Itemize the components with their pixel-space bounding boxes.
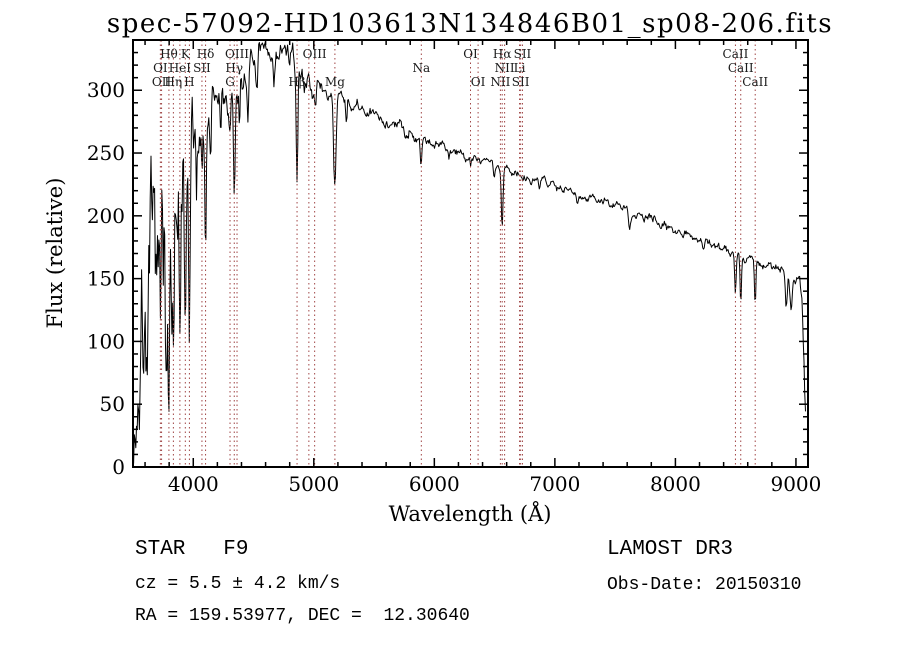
y-tick-label: 50 [100,392,125,416]
x-tick-label: 9000 [770,472,821,496]
spectral-line-label: Hδ [197,47,215,61]
spectral-line-label: SII [193,61,211,75]
spectral-line-label: Mg [325,75,345,89]
spectral-line-label: OII [152,75,172,89]
spectrum-line [133,42,806,464]
spectral-line-label: SII [514,47,532,61]
obs-date-label: Obs-Date: 20150310 [607,575,802,595]
y-axis-label: Flux (relative) [43,178,67,329]
y-tick-label: 150 [87,267,125,291]
spectral-line-label: OI [471,75,486,89]
x-tick-label: 7000 [529,472,580,496]
spectral-line-label: SII [512,75,530,89]
y-tick-label: 200 [87,204,125,228]
object-class-label: STAR F9 [135,538,249,561]
spectral-line-label: G [225,75,235,89]
survey-label: LAMOST DR3 [607,538,734,561]
cz-value-label: cz = 5.5 ± 4.2 km/s [135,574,341,594]
spectral-line-label: K [181,47,191,61]
ra-dec-label: RA = 159.53977, DEC = 12.30640 [135,606,470,626]
x-axis-label: Wavelength (Å) [389,501,552,526]
y-tick-label: 300 [87,78,125,102]
spectral-line-label: Hα [493,47,512,61]
y-tick-label: 100 [87,329,125,353]
spectral-line-label: HeI [169,61,192,75]
spectral-line-label: OIII [303,47,327,61]
y-tick-label: 0 [112,455,125,479]
spectral-line-label: CaII [728,61,754,75]
spectral-line-label: Hθ [160,47,178,61]
spectral-line-label: Hη [165,75,183,89]
spectral-line-label: NII [495,61,515,75]
spectral-line-label: OI [153,61,168,75]
spectral-line-label: Hγ [225,61,243,75]
spectral-line-label: CaII [723,47,749,61]
x-tick-label: 6000 [409,472,460,496]
spectral-line-label: Li [514,61,526,75]
spectral-line-label: Na [412,61,430,75]
y-tick-label: 250 [87,141,125,165]
x-tick-label: 4000 [168,472,219,496]
x-tick-label: 5000 [288,472,339,496]
x-tick-label: 8000 [650,472,701,496]
spectral-line-label: NII [490,75,510,89]
spectral-line-label: Hβ [288,75,305,89]
spectral-line-label: CaII [742,75,768,89]
spectral-line-label: OIII [225,47,249,61]
spectral-line-label: OI [463,47,478,61]
chart-title: spec-57092-HD103613N134846B01_sp08-206.f… [107,9,833,39]
spectral-line-label: H [184,75,194,89]
